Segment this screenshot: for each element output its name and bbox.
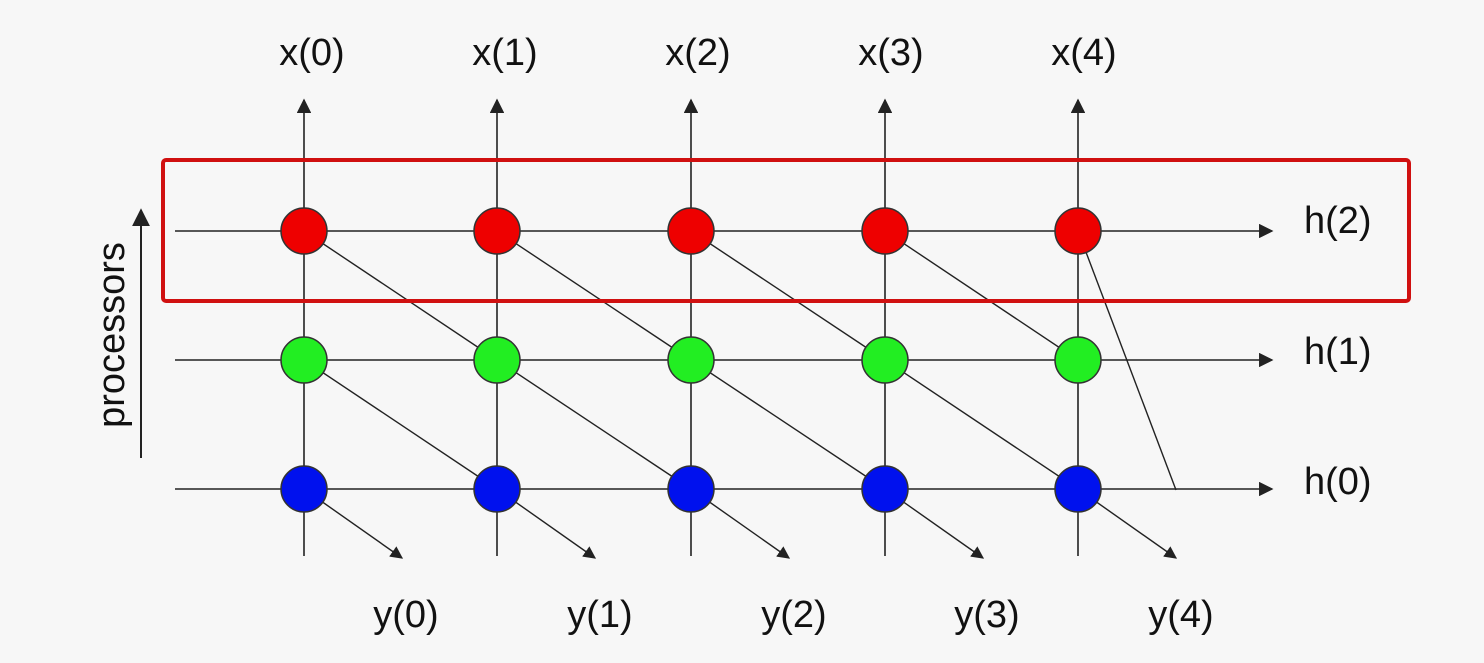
- node-h1-0: [280, 336, 328, 384]
- top-label-x1: x(1): [472, 32, 537, 74]
- bottom-label-y3: y(3): [954, 594, 1019, 636]
- bottom-label-y1: y(1): [567, 594, 632, 636]
- node-h1-2: [667, 336, 715, 384]
- node-h0-4: [1054, 465, 1102, 513]
- row-label-h2: h(2): [1304, 200, 1372, 242]
- diagonal-h2-2: [690, 230, 886, 361]
- node-h1-1: [473, 336, 521, 384]
- top-label-x0: x(0): [279, 32, 344, 74]
- top-label-x3: x(3): [858, 32, 923, 74]
- node-h2-0: [280, 207, 328, 255]
- node-h0-3: [861, 465, 909, 513]
- diagonal-h1-2: [690, 359, 886, 490]
- row-label-h0: h(0): [1304, 461, 1372, 503]
- highlight-box: [161, 158, 1411, 303]
- node-h0-2: [667, 465, 715, 513]
- diagonal-h1-1: [496, 359, 692, 490]
- bottom-label-y4: y(4): [1148, 594, 1213, 636]
- node-h2-1: [473, 207, 521, 255]
- node-h0-0: [280, 465, 328, 513]
- diagonal-h1-0: [303, 359, 498, 490]
- node-h1-4: [1054, 336, 1102, 384]
- node-h1-3: [861, 336, 909, 384]
- node-h2-3: [861, 207, 909, 255]
- labels: x(0) x(1) x(2) x(3) x(4) y(0) y(1) y(2) …: [91, 32, 1372, 636]
- diagonal-h2-0: [303, 230, 498, 361]
- top-label-x2: x(2): [665, 32, 730, 74]
- top-label-x4: x(4): [1051, 32, 1116, 74]
- diagonal-h2-1: [496, 230, 692, 361]
- node-h0-1: [473, 465, 521, 513]
- diagonal-long-4: [1077, 230, 1177, 491]
- diagonal-h1-3: [884, 359, 1079, 490]
- node-h2-2: [667, 207, 715, 255]
- processor-nodes: [280, 207, 1102, 513]
- node-h2-4: [1054, 207, 1102, 255]
- processors-label: processors: [91, 242, 133, 428]
- diagonal-h2-3: [884, 230, 1079, 361]
- connection-lines: [132, 98, 1411, 559]
- row-label-h1: h(1): [1304, 331, 1372, 373]
- bottom-label-y2: y(2): [761, 594, 826, 636]
- bottom-label-y0: y(0): [373, 594, 438, 636]
